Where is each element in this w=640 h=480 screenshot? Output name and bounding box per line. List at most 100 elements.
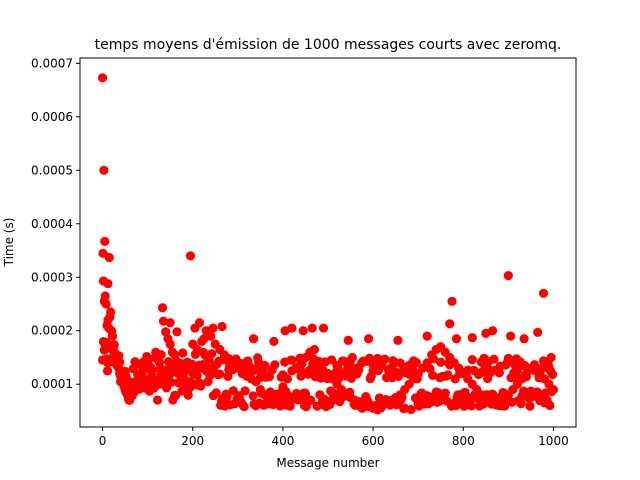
data-point <box>516 399 526 409</box>
data-point <box>380 354 390 364</box>
data-point <box>106 307 116 317</box>
y-axis: 0.0001 0.0002 0.0003 0.0004 0.0005 0.0006 0.00… <box>31 56 80 391</box>
data-point <box>97 73 108 83</box>
data-point <box>196 381 206 391</box>
data-point <box>173 378 183 388</box>
x-tick-label: 400 <box>271 434 294 448</box>
data-point <box>397 392 407 402</box>
data-point <box>525 401 535 411</box>
data-point <box>269 336 279 347</box>
data-point <box>345 387 355 397</box>
x-axis: 0 200 400 600 800 1000 <box>99 427 569 448</box>
data-point <box>287 323 297 333</box>
data-point <box>192 370 202 381</box>
data-point <box>161 327 171 337</box>
data-point <box>466 401 476 411</box>
data-point <box>190 349 201 359</box>
data-point <box>217 321 227 332</box>
x-tick-label: 1000 <box>538 434 569 448</box>
data-point <box>446 355 456 365</box>
data-point <box>327 355 337 365</box>
data-point <box>428 354 439 364</box>
data-point <box>467 355 477 365</box>
data-point <box>445 319 455 329</box>
y-tick-label: 0.0002 <box>31 324 73 338</box>
data-point <box>103 279 113 289</box>
data-point <box>222 391 232 402</box>
data-point <box>478 399 488 409</box>
data-point <box>443 370 453 380</box>
data-point <box>187 359 197 369</box>
x-tick-label: 600 <box>362 434 385 448</box>
data-point <box>534 373 544 383</box>
data-point <box>101 299 111 309</box>
data-point <box>257 388 267 398</box>
data-point <box>436 357 446 367</box>
data-point <box>298 326 308 336</box>
data-point <box>104 252 114 263</box>
data-point <box>306 395 316 405</box>
data-point <box>411 357 421 368</box>
data-point <box>99 165 109 175</box>
data-point <box>107 331 118 341</box>
data-point <box>185 251 196 261</box>
data-point <box>499 388 509 398</box>
y-tick-label: 0.0003 <box>31 270 73 284</box>
data-point <box>297 359 307 369</box>
data-point <box>494 368 504 378</box>
data-point <box>166 377 176 387</box>
data-point <box>249 334 259 344</box>
data-point <box>223 371 233 382</box>
data-point <box>183 390 193 400</box>
data-point <box>323 373 333 383</box>
data-point <box>467 333 477 343</box>
data-point <box>207 349 217 359</box>
data-point <box>412 374 422 384</box>
data-point <box>447 296 457 306</box>
x-axis-label: Message number <box>276 456 379 470</box>
y-tick-label: 0.0006 <box>31 110 73 124</box>
x-tick-label: 0 <box>99 434 107 448</box>
y-tick-label: 0.0007 <box>31 56 73 70</box>
data-point <box>170 391 181 401</box>
data-point <box>309 344 320 355</box>
data-point <box>487 326 498 336</box>
data-point <box>285 401 295 411</box>
data-point <box>383 365 394 375</box>
data-point <box>211 388 221 398</box>
data-point <box>278 370 288 380</box>
data-point <box>545 400 555 411</box>
y-tick-label: 0.0004 <box>31 217 73 231</box>
data-point <box>248 391 258 401</box>
data-point <box>149 383 159 393</box>
data-point <box>260 362 270 372</box>
data-point <box>100 236 110 247</box>
x-tick-label: 200 <box>181 434 204 448</box>
data-point <box>165 318 175 328</box>
data-point <box>156 350 166 360</box>
data-point <box>318 323 329 333</box>
y-tick-label: 0.0005 <box>31 163 73 177</box>
data-point <box>395 358 405 368</box>
data-point <box>147 365 157 375</box>
data-point <box>519 334 529 344</box>
chart-title: temps moyens d'émission de 1000 messages… <box>95 37 562 53</box>
plot-area-frame <box>79 57 577 428</box>
data-point <box>343 335 353 345</box>
data-point <box>219 354 229 365</box>
data-point <box>199 334 209 344</box>
data-point <box>115 357 125 367</box>
data-point <box>440 388 450 398</box>
data-point <box>300 388 311 398</box>
data-point <box>489 354 499 364</box>
data-point <box>406 404 416 415</box>
data-point <box>547 386 557 397</box>
data-point <box>547 369 558 380</box>
data-point <box>287 355 297 365</box>
data-point <box>152 395 163 405</box>
x-tick-label: 800 <box>452 434 475 448</box>
data-point <box>363 334 374 344</box>
data-point <box>109 340 119 350</box>
data-point <box>533 327 543 337</box>
